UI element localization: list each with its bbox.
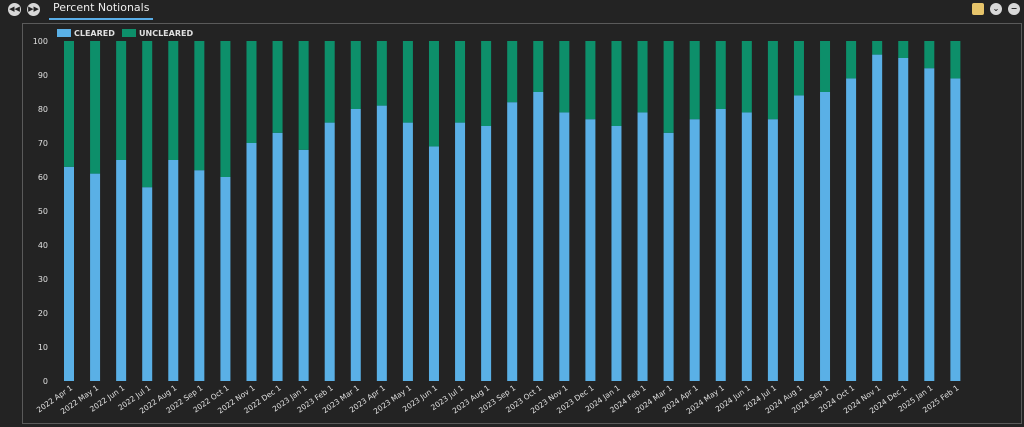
bar-cleared — [168, 160, 179, 381]
bar-uncleared — [298, 41, 309, 150]
y-tick-label: 100 — [33, 37, 48, 46]
bar-uncleared — [402, 41, 413, 123]
bar-uncleared — [793, 41, 804, 96]
bar-cleared — [481, 126, 492, 381]
bar-uncleared — [689, 41, 700, 120]
bar-cleared — [272, 132, 283, 381]
bar-uncleared — [194, 41, 205, 171]
bar-cleared — [220, 177, 231, 381]
bar-cleared — [950, 78, 961, 382]
bar-uncleared — [898, 41, 909, 58]
bar-uncleared — [585, 41, 596, 120]
y-tick-label: 80 — [38, 105, 48, 114]
legend-label-uncleared: UNCLEARED — [139, 29, 193, 38]
bar-uncleared — [846, 41, 857, 79]
bar-cleared — [455, 122, 466, 381]
bar-cleared — [350, 109, 361, 381]
bar-uncleared — [376, 41, 387, 106]
y-tick-label: 40 — [38, 241, 48, 250]
bar-uncleared — [663, 41, 674, 133]
bar-uncleared — [715, 41, 726, 109]
minimize-icon[interactable]: − — [1008, 3, 1020, 15]
bar-uncleared — [324, 41, 335, 123]
bar-cleared — [898, 58, 909, 381]
bar-uncleared — [741, 41, 752, 113]
bar-cleared — [924, 68, 935, 381]
bar-cleared — [428, 146, 439, 381]
bar-uncleared — [142, 41, 153, 188]
bar-uncleared — [767, 41, 778, 120]
y-axis: 0 10 20 30 40 50 60 70 80 90 100 — [33, 37, 48, 386]
bar-cleared — [585, 119, 596, 381]
bar-cleared — [324, 122, 335, 381]
bar-uncleared — [924, 41, 935, 69]
legend-swatch-uncleared — [122, 29, 136, 37]
bar-uncleared — [872, 41, 883, 55]
bar-cleared — [715, 109, 726, 381]
bar-cleared — [246, 143, 257, 381]
bar-cleared — [793, 95, 804, 382]
bar-cleared — [64, 166, 74, 381]
bar-uncleared — [559, 41, 570, 113]
bar-cleared — [637, 112, 648, 382]
chart-panel — [22, 23, 1022, 424]
bar-uncleared — [533, 41, 544, 92]
bar-cleared — [872, 54, 883, 381]
bar-cleared — [663, 132, 674, 381]
bar-cleared — [820, 92, 831, 381]
rewind-icon[interactable]: ◀◀ — [8, 3, 21, 16]
bar-uncleared — [220, 41, 231, 177]
bar-cleared — [90, 173, 101, 381]
bar-uncleared — [428, 41, 439, 147]
bar-uncleared — [637, 41, 648, 113]
y-tick-label: 60 — [38, 173, 48, 182]
y-tick-label: 10 — [38, 343, 48, 352]
bar-cleared — [767, 119, 778, 381]
bar-cleared — [846, 78, 857, 382]
y-tick-label: 50 — [38, 207, 48, 216]
bar-uncleared — [481, 41, 492, 126]
fast-forward-icon[interactable]: ▶▶ — [27, 3, 40, 16]
bar-uncleared — [64, 41, 74, 167]
bar-uncleared — [455, 41, 466, 123]
y-tick-label: 0 — [43, 377, 48, 386]
bar-cleared — [689, 119, 700, 381]
bar-cleared — [376, 105, 387, 381]
legend-swatch-cleared — [57, 29, 71, 37]
bar-cleared — [402, 122, 413, 381]
bars — [64, 41, 961, 382]
bar-uncleared — [350, 41, 361, 109]
bar-uncleared — [820, 41, 831, 92]
bar-cleared — [741, 112, 752, 382]
bar-uncleared — [272, 41, 283, 133]
bar-uncleared — [116, 41, 127, 160]
chart-legend: CLEARED UNCLEARED — [57, 29, 193, 38]
collapse-icon[interactable]: ⌄ — [990, 3, 1002, 15]
bar-cleared — [142, 187, 153, 381]
bar-cleared — [194, 170, 205, 381]
y-tick-label: 90 — [38, 71, 48, 80]
bar-uncleared — [90, 41, 101, 174]
bar-cleared — [533, 92, 544, 381]
y-tick-label: 70 — [38, 139, 48, 148]
bar-cleared — [298, 149, 309, 381]
toolbar: ◀◀ ▶▶ Percent Notionals ⌄ − — [0, 0, 1024, 22]
bar-cleared — [116, 160, 127, 381]
legend-label-cleared: CLEARED — [74, 29, 115, 38]
bar-cleared — [611, 126, 622, 381]
bar-uncleared — [611, 41, 622, 126]
bar-cleared — [559, 112, 570, 382]
y-tick-label: 30 — [38, 275, 48, 284]
y-tick-label: 20 — [38, 309, 48, 318]
tab-percent-notionals[interactable]: Percent Notionals — [49, 0, 154, 20]
bar-uncleared — [507, 41, 518, 103]
note-icon[interactable] — [972, 3, 984, 15]
bar-uncleared — [950, 41, 961, 79]
bar-cleared — [507, 102, 518, 381]
bar-uncleared — [168, 41, 179, 160]
bar-uncleared — [246, 41, 257, 143]
